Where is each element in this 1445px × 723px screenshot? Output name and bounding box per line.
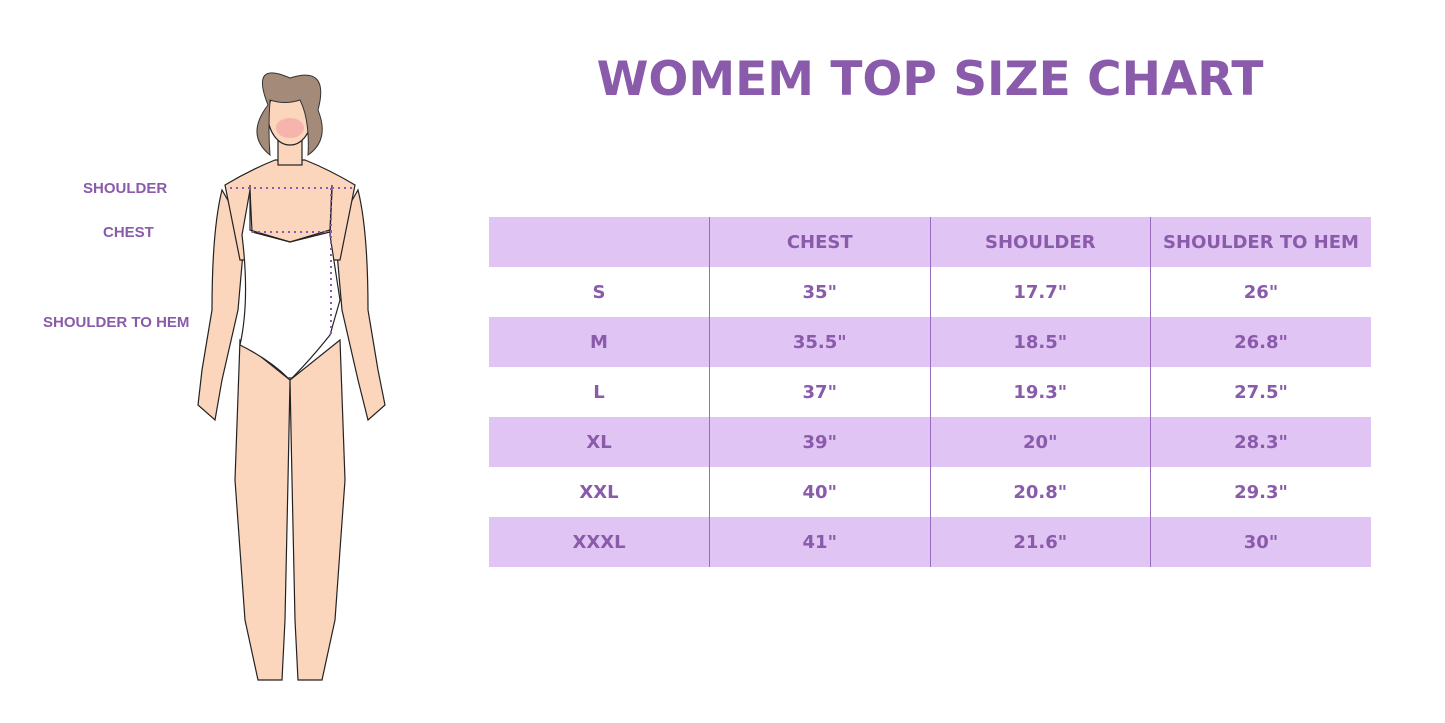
cell-shoulder: 18.5" xyxy=(929,317,1151,367)
cell-shoulder: 21.6" xyxy=(929,517,1151,567)
label-shoulder-to-hem: SHOULDER TO HEM xyxy=(43,314,190,331)
cell-size: XL xyxy=(586,431,612,453)
table-row: S 35" 17.7" 26" xyxy=(489,267,1371,317)
cell-shoulder-to-hem: 27.5" xyxy=(1150,367,1371,417)
cell-size: L xyxy=(593,381,605,403)
cell-shoulder-to-hem: 29.3" xyxy=(1150,467,1371,517)
label-chest: CHEST xyxy=(103,224,154,241)
header-chest: CHEST xyxy=(709,217,930,267)
cell-chest: 39" xyxy=(709,417,930,467)
cell-shoulder: 20.8" xyxy=(929,467,1151,517)
cell-chest: 35.5" xyxy=(709,317,930,367)
table-row: L 37" 19.3" 27.5" xyxy=(489,367,1371,417)
cell-chest: 40" xyxy=(709,467,930,517)
cell-shoulder: 17.7" xyxy=(929,267,1151,317)
cell-chest: 37" xyxy=(709,367,930,417)
header-shoulder: SHOULDER xyxy=(929,217,1151,267)
table-row: M 35.5" 18.5" 26.8" xyxy=(489,317,1371,367)
header-size xyxy=(489,217,710,267)
table-row: XXL 40" 20.8" 29.3" xyxy=(489,467,1371,517)
header-shoulder-to-hem: SHOULDER TO HEM xyxy=(1150,217,1371,267)
table-row: XXXL 41" 21.6" 30" xyxy=(489,517,1371,567)
table-row: XL 39" 20" 28.3" xyxy=(489,417,1371,467)
cell-shoulder-to-hem: 26" xyxy=(1150,267,1371,317)
table-header-row: CHEST SHOULDER SHOULDER TO HEM xyxy=(489,217,1371,267)
cell-shoulder-to-hem: 26.8" xyxy=(1150,317,1371,367)
cell-size: XXXL xyxy=(572,531,626,553)
size-chart-table: CHEST SHOULDER SHOULDER TO HEM S 35" 17.… xyxy=(489,217,1371,567)
cell-size: XXL xyxy=(579,481,619,503)
cell-shoulder-to-hem: 28.3" xyxy=(1150,417,1371,467)
cell-shoulder: 20" xyxy=(929,417,1151,467)
cell-size: M xyxy=(590,331,608,353)
cell-size: S xyxy=(592,281,606,303)
page-title: WOMEM TOP SIZE CHART xyxy=(596,52,1264,107)
cell-chest: 35" xyxy=(709,267,930,317)
cell-shoulder: 19.3" xyxy=(929,367,1151,417)
cell-chest: 41" xyxy=(709,517,930,567)
body-figure-illustration xyxy=(197,72,386,681)
cell-shoulder-to-hem: 30" xyxy=(1150,517,1371,567)
label-shoulder: SHOULDER xyxy=(83,180,168,197)
